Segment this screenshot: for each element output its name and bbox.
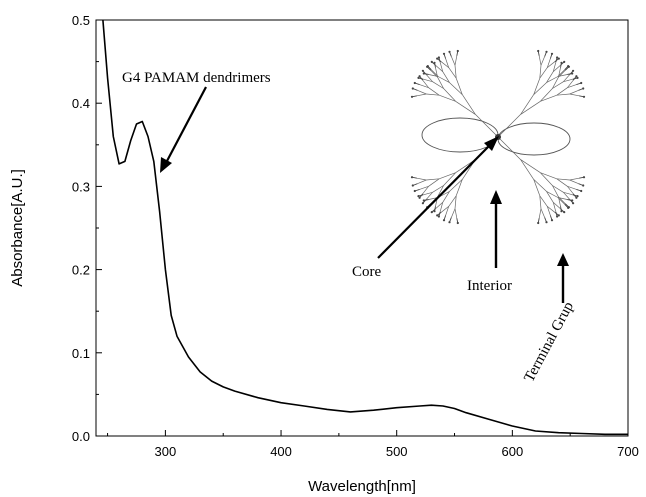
x-tick-label: 600 <box>501 444 523 459</box>
y-tick-label: 0.2 <box>72 263 90 278</box>
series-layer <box>102 19 628 436</box>
y-tick-label: 0.3 <box>72 179 90 194</box>
x-tick-label: 500 <box>386 444 408 459</box>
x-axis-ticks: 300 400 500 600 700 <box>107 430 639 459</box>
y-tick-label: 0.4 <box>72 96 90 111</box>
absorbance-series-line <box>102 19 628 436</box>
x-axis-title: Wavelength[nm] <box>308 478 416 495</box>
y-axis-title: Absorbance[A.U.] <box>9 169 26 287</box>
annotation-arrow-core <box>377 136 499 259</box>
x-tick-label: 700 <box>617 444 639 459</box>
annotation-g4-pamam: G4 PAMAM dendrimers <box>122 70 271 86</box>
interior-lobe-right <box>497 122 571 156</box>
y-tick-label: 0.0 <box>72 429 90 444</box>
y-axis-ticks: 0.0 0.1 0.2 0.3 0.4 0.5 <box>72 13 102 444</box>
annotation-arrow-interior <box>490 190 502 268</box>
x-tick-label: 300 <box>155 444 177 459</box>
annotation-terminal-grup: Terminal Grup <box>521 299 577 385</box>
y-tick-label: 0.5 <box>72 13 90 28</box>
dendrimer-illustration <box>410 49 586 225</box>
annotation-arrow-g4 <box>160 86 207 173</box>
annotation-core: Core <box>352 264 382 280</box>
y-tick-label: 0.1 <box>72 346 90 361</box>
dendrimer-branches <box>410 49 586 225</box>
annotation-interior: Interior <box>467 278 512 294</box>
annotation-arrow-terminal <box>557 253 569 303</box>
x-tick-label: 400 <box>270 444 292 459</box>
